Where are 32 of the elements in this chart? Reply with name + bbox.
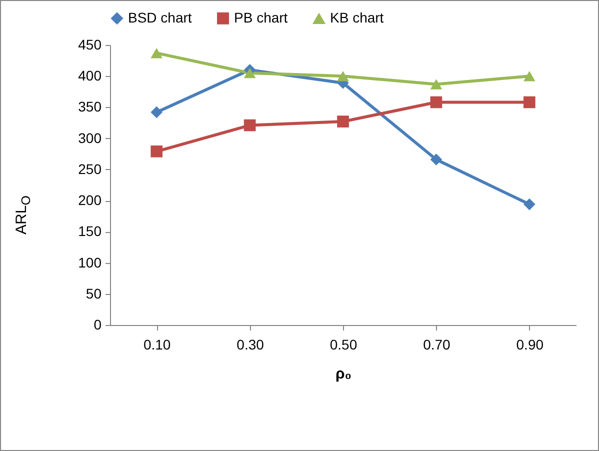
x-tick-label: 0.10 <box>143 336 171 352</box>
y-tick-label: 150 <box>78 223 102 240</box>
x-tick-label: 0.70 <box>423 336 451 352</box>
point <box>523 70 536 82</box>
point <box>430 154 442 166</box>
point <box>150 145 163 158</box>
point <box>150 106 163 118</box>
point <box>150 48 163 58</box>
y-tick-label: 350 <box>78 98 102 115</box>
x-tick-label: 0.50 <box>330 336 358 352</box>
y-tick-label: 250 <box>78 160 102 177</box>
x-axis-title: ρ₀ <box>335 366 352 382</box>
point <box>430 96 442 108</box>
point <box>523 198 536 210</box>
y-tick-label: 0 <box>94 316 102 332</box>
y-tick-label: 50 <box>86 285 102 302</box>
y-tick-label: 200 <box>78 192 102 208</box>
point <box>337 70 349 82</box>
point <box>523 96 536 108</box>
x-tick-label: 0.30 <box>236 336 264 352</box>
legend-label: KB chart <box>330 10 384 26</box>
point <box>337 116 349 128</box>
point <box>430 79 442 90</box>
point <box>244 119 256 132</box>
y-tick-label: 100 <box>78 254 102 270</box>
legend-label: BSD chart <box>128 9 192 26</box>
y-tick-label: 300 <box>78 130 102 146</box>
y-tick-label: 400 <box>78 68 102 84</box>
y-tick-label: 450 <box>78 36 102 52</box>
legend-label: PB chart <box>234 9 288 26</box>
point <box>244 68 256 78</box>
x-tick-label: 0.90 <box>516 336 544 352</box>
